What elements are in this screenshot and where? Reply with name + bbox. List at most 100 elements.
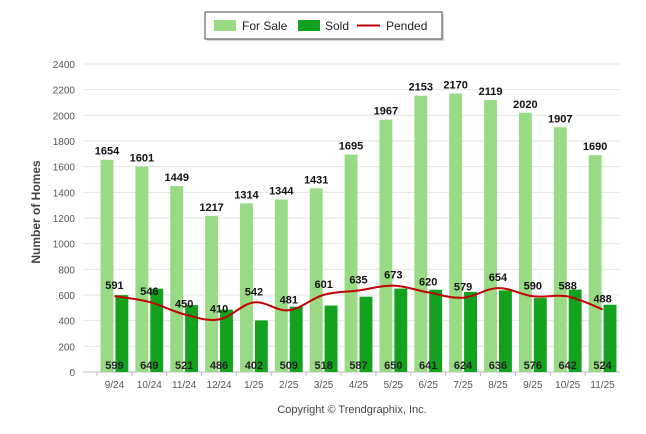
data-label-pended: 673 bbox=[384, 270, 402, 282]
bar-for-sale bbox=[274, 199, 288, 372]
legend-label-for-sale: For Sale bbox=[242, 19, 288, 33]
data-label-for-sale: 1654 bbox=[95, 146, 120, 158]
x-tick-label: 11/24 bbox=[172, 380, 197, 391]
data-label-sold: 636 bbox=[489, 360, 507, 372]
bar-sold bbox=[150, 288, 164, 372]
data-label-pended: 410 bbox=[210, 303, 228, 315]
legend-label-pended: Pended bbox=[386, 19, 427, 33]
data-label-for-sale: 1690 bbox=[583, 141, 607, 153]
legend-box bbox=[204, 11, 443, 40]
y-tick-label: 1800 bbox=[53, 137, 76, 148]
x-tick-label: 3/25 bbox=[314, 380, 334, 391]
bar-for-sale bbox=[518, 112, 532, 373]
data-label-sold: 402 bbox=[245, 360, 263, 372]
data-label-for-sale: 2153 bbox=[409, 82, 433, 94]
data-label-pended: 654 bbox=[489, 272, 508, 284]
y-tick-label: 1200 bbox=[53, 214, 76, 225]
copyright-text: Copyright © Trendgraphix, Inc. bbox=[277, 404, 426, 416]
x-tick-label: 11/25 bbox=[590, 380, 615, 391]
x-tick-label: 1/25 bbox=[244, 380, 264, 391]
x-tick-label: 9/25 bbox=[523, 380, 543, 391]
data-label-for-sale: 1695 bbox=[339, 140, 363, 152]
data-label-for-sale: 2020 bbox=[513, 99, 537, 111]
x-tick-label: 10/24 bbox=[137, 380, 162, 391]
data-label-pended: 450 bbox=[175, 298, 193, 310]
bar-sold bbox=[429, 289, 443, 372]
y-tick-label: 0 bbox=[69, 368, 75, 379]
y-tick-label: 800 bbox=[58, 265, 75, 276]
data-label-pended: 488 bbox=[593, 293, 611, 305]
bar-for-sale bbox=[170, 186, 184, 372]
legend-swatch-for-sale bbox=[214, 20, 236, 31]
x-tick-label: 12/24 bbox=[207, 380, 232, 391]
data-label-pended: 590 bbox=[524, 280, 542, 292]
bar-sold bbox=[533, 298, 547, 372]
y-tick-label: 1600 bbox=[53, 163, 76, 174]
bar-sold bbox=[464, 291, 478, 372]
data-label-sold: 576 bbox=[524, 360, 542, 372]
bar-sold bbox=[289, 306, 303, 372]
bar-layer bbox=[100, 93, 617, 373]
x-tick-label: 2/25 bbox=[279, 380, 299, 391]
data-label-pended: 601 bbox=[314, 279, 332, 291]
data-label-sold: 649 bbox=[140, 360, 158, 372]
data-label-sold: 641 bbox=[419, 360, 437, 372]
legend-label-sold: Sold bbox=[325, 19, 349, 33]
y-tick-label: 2200 bbox=[53, 86, 76, 97]
bar-for-sale bbox=[205, 215, 219, 372]
data-label-pended: 542 bbox=[245, 286, 263, 298]
bar-for-sale bbox=[553, 127, 567, 372]
y-axis-label: Number of Homes bbox=[29, 160, 43, 264]
y-tick-label: 200 bbox=[58, 342, 75, 353]
line-layer bbox=[114, 284, 603, 321]
x-tick-label: 5/25 bbox=[384, 380, 404, 391]
x-tick-label: 7/25 bbox=[453, 380, 473, 391]
bar-sold bbox=[568, 289, 582, 372]
data-label-sold: 587 bbox=[349, 360, 367, 372]
data-label-for-sale: 1907 bbox=[548, 113, 572, 125]
bar-for-sale bbox=[344, 154, 358, 372]
data-label-sold: 524 bbox=[593, 360, 612, 372]
data-label-pended: 620 bbox=[419, 276, 437, 288]
y-tick-label: 400 bbox=[58, 317, 75, 328]
y-tick-label: 1000 bbox=[53, 240, 76, 251]
data-label-pended: 546 bbox=[140, 286, 158, 298]
x-tick-label: 4/25 bbox=[349, 380, 369, 391]
data-label-sold: 509 bbox=[280, 360, 298, 372]
x-tick-label: 9/24 bbox=[105, 380, 125, 391]
bar-for-sale bbox=[449, 93, 463, 373]
data-label-for-sale: 1449 bbox=[164, 172, 188, 184]
data-label-sold: 486 bbox=[210, 360, 228, 372]
bar-sold bbox=[254, 320, 268, 372]
legend-swatch-sold bbox=[298, 20, 320, 31]
x-tick-label: 10/25 bbox=[555, 380, 580, 391]
data-label-sold: 650 bbox=[384, 360, 402, 372]
bar-sold bbox=[498, 290, 512, 372]
data-label-sold: 624 bbox=[454, 360, 473, 372]
data-label-pended: 481 bbox=[280, 294, 298, 306]
bar-sold bbox=[220, 309, 233, 372]
bar-for-sale bbox=[379, 119, 393, 373]
bar-sold bbox=[603, 304, 617, 372]
bar-for-sale bbox=[309, 188, 323, 372]
legend: For Sale Sold Pended bbox=[204, 11, 444, 41]
data-label-for-sale: 1967 bbox=[374, 106, 398, 118]
data-label-for-sale: 1601 bbox=[130, 153, 154, 165]
bar-for-sale bbox=[100, 159, 114, 372]
data-label-sold: 521 bbox=[175, 360, 193, 372]
data-label-pended: 579 bbox=[454, 282, 472, 294]
y-tick-label: 2000 bbox=[53, 111, 76, 122]
bar-sold bbox=[185, 305, 199, 372]
bar-sold bbox=[359, 296, 373, 372]
data-label-sold: 518 bbox=[314, 360, 332, 372]
bar-sold bbox=[324, 305, 338, 372]
data-label-pended: 591 bbox=[105, 280, 123, 292]
bar-for-sale bbox=[239, 203, 253, 372]
data-label-pended: 588 bbox=[559, 281, 577, 293]
data-label-for-sale: 1217 bbox=[199, 202, 223, 214]
bar-for-sale bbox=[135, 166, 149, 372]
x-tick-label: 6/25 bbox=[418, 380, 438, 391]
x-tick-label: 8/25 bbox=[488, 380, 508, 391]
